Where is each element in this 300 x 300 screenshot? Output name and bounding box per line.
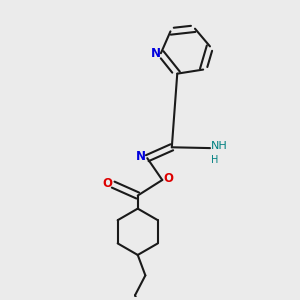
Text: N: N <box>151 47 161 60</box>
Text: NH: NH <box>211 141 228 151</box>
Text: H: H <box>211 155 219 165</box>
Text: O: O <box>103 177 113 190</box>
Text: O: O <box>163 172 173 185</box>
Text: N: N <box>136 150 146 163</box>
